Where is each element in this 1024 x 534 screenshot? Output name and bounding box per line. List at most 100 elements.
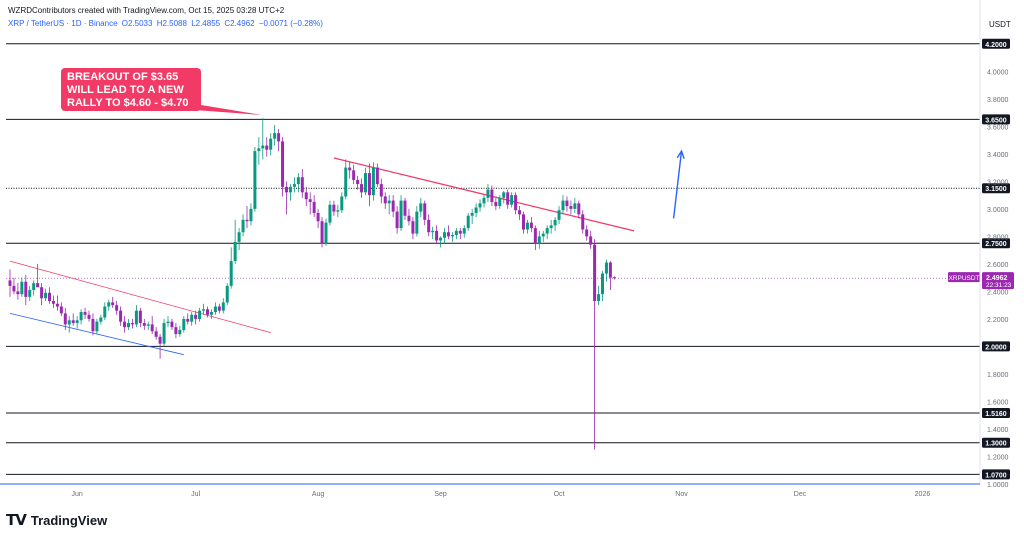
candle-body bbox=[399, 200, 403, 229]
candle-body bbox=[182, 318, 186, 330]
level-price-label: 1.3000 bbox=[985, 441, 1007, 448]
candle-body bbox=[24, 281, 28, 297]
open-value: O2.5033 bbox=[121, 19, 153, 28]
candle-body bbox=[439, 237, 443, 241]
y-tick-label: 3.6000 bbox=[987, 124, 1009, 131]
candle-body bbox=[20, 281, 24, 295]
candle-body bbox=[435, 230, 439, 241]
y-tick-label: 3.0000 bbox=[987, 207, 1009, 214]
candle-body bbox=[565, 200, 569, 207]
candle-body bbox=[202, 309, 206, 311]
level-price-label: 3.6500 bbox=[985, 117, 1007, 124]
candle-body bbox=[51, 301, 55, 304]
candle-body bbox=[304, 192, 308, 200]
candle-body bbox=[111, 302, 115, 306]
candle-body bbox=[281, 141, 285, 187]
horizontal-levels: 4.2000 3.6500 3.1500 2.7500 2.0000 1.5160 1.30… bbox=[6, 38, 1014, 480]
x-tick-label: Nov bbox=[675, 491, 688, 498]
candle-body bbox=[107, 302, 111, 307]
candle-body bbox=[174, 327, 178, 335]
candle-body bbox=[423, 203, 427, 220]
last-price-tag bbox=[982, 272, 1014, 290]
candle-body bbox=[186, 318, 190, 322]
candle-body bbox=[245, 219, 249, 222]
level-price-label: 2.0000 bbox=[985, 344, 1007, 351]
symbol-ohlc-line: XRP / TetherUS · 1D · Binance O2.5033 H2… bbox=[8, 19, 325, 28]
candle-body bbox=[403, 200, 407, 216]
candle-body bbox=[130, 323, 134, 325]
candle-body bbox=[134, 310, 138, 325]
candle-body bbox=[415, 211, 419, 234]
candle-body bbox=[549, 225, 553, 229]
candle-body bbox=[59, 306, 63, 314]
price-scale-currency: USDT bbox=[989, 20, 1011, 29]
candle-body bbox=[123, 321, 127, 328]
tradingview-logo[interactable]: 𝗧𝗩 TradingView bbox=[6, 511, 107, 529]
candle-body bbox=[36, 283, 40, 288]
candle-body bbox=[166, 321, 170, 324]
breakout-callout[interactable]: BREAKOUT OF $3.65 WILL LEAD TO A NEW RAL… bbox=[61, 68, 201, 111]
level-price-label: 4.2000 bbox=[985, 42, 1007, 49]
candle-body bbox=[265, 145, 269, 150]
candle-body bbox=[486, 189, 490, 198]
candle-body bbox=[529, 222, 533, 229]
candle-body bbox=[446, 232, 450, 237]
candle-body bbox=[103, 306, 107, 318]
candle-body bbox=[443, 232, 446, 238]
candle-body bbox=[162, 323, 166, 344]
candle-body bbox=[273, 133, 277, 139]
candle-body bbox=[225, 285, 229, 303]
tradingview-logo-icon: 𝗧𝗩 bbox=[6, 512, 27, 529]
candle-body bbox=[427, 219, 431, 233]
level-price-tag bbox=[982, 183, 1010, 194]
candle-body bbox=[612, 277, 616, 279]
candle-body bbox=[154, 331, 158, 337]
candlesticks bbox=[8, 118, 616, 450]
candle-body bbox=[494, 201, 498, 207]
candle-body bbox=[348, 167, 352, 171]
candle-body bbox=[518, 210, 522, 215]
candle-body bbox=[522, 214, 525, 230]
candle-body bbox=[474, 207, 478, 213]
candle-body bbox=[466, 215, 470, 229]
candle-body bbox=[419, 203, 423, 212]
candle-body bbox=[249, 208, 253, 222]
candle-body bbox=[569, 206, 573, 209]
candle-body bbox=[292, 184, 296, 187]
y-tick-label: 1.2000 bbox=[987, 454, 1009, 461]
y-tick-label: 1.4000 bbox=[987, 427, 1009, 434]
x-tick-label: Aug bbox=[312, 491, 325, 498]
trendline-resistance bbox=[333, 157, 635, 232]
level-price-tag bbox=[982, 341, 1010, 352]
candle-body bbox=[604, 262, 608, 274]
candle-body bbox=[371, 167, 375, 196]
candle-body bbox=[407, 215, 411, 222]
candle-body bbox=[490, 189, 494, 202]
candle-body bbox=[48, 292, 51, 302]
candle-body bbox=[55, 303, 59, 307]
y-tick-label: 2.4000 bbox=[987, 289, 1009, 296]
candle-body bbox=[221, 302, 225, 311]
candle-body bbox=[99, 317, 103, 322]
level-price-tag bbox=[982, 469, 1010, 480]
low-value: L2.4855 bbox=[191, 19, 221, 28]
candle-body bbox=[482, 197, 486, 204]
candle-body bbox=[269, 138, 273, 150]
level-price-tag bbox=[982, 437, 1010, 448]
candle-body bbox=[28, 290, 32, 297]
candle-body bbox=[83, 312, 87, 315]
candle-body bbox=[336, 210, 340, 212]
candle-body bbox=[462, 228, 466, 234]
candle-body bbox=[12, 285, 16, 292]
x-tick-label: Jul bbox=[191, 491, 200, 498]
x-tick-label: Sep bbox=[434, 491, 447, 498]
y-tick-label: 4.0000 bbox=[987, 69, 1009, 76]
candle-body bbox=[178, 329, 182, 335]
candle-body bbox=[367, 173, 371, 196]
candle-body bbox=[71, 320, 75, 324]
candle-body bbox=[87, 314, 91, 319]
level-price-tag bbox=[982, 38, 1010, 49]
candle-body bbox=[597, 294, 601, 302]
candle-body bbox=[324, 222, 328, 244]
